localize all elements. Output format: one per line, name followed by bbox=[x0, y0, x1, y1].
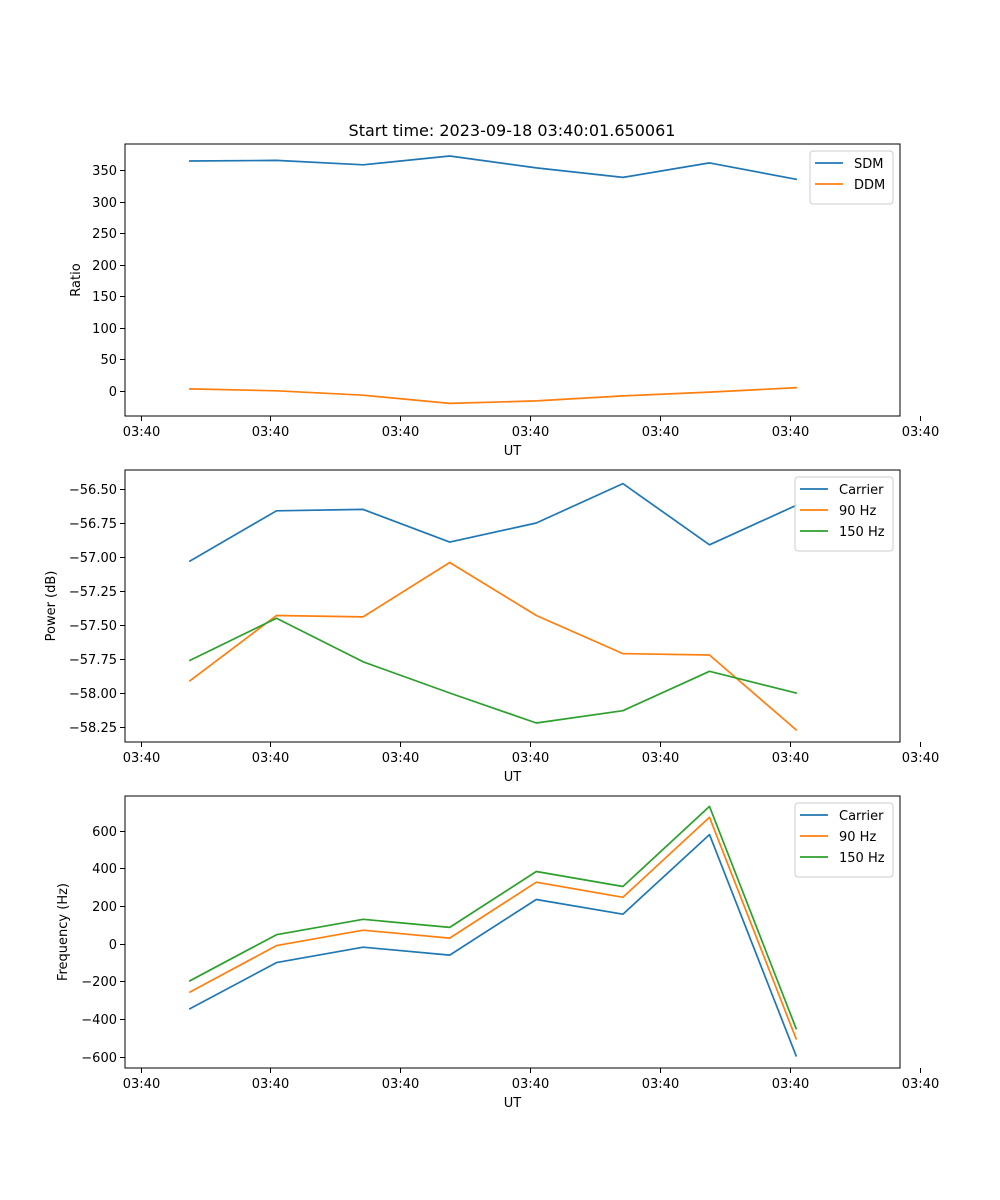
frequency-ytick-label: 0 bbox=[109, 938, 117, 953]
power-ylabel: Power (dB) bbox=[44, 571, 59, 642]
power-ytick-label: −56.50 bbox=[69, 483, 117, 498]
power-xtick-label: 03:40 bbox=[772, 751, 809, 766]
ratio-xlabel: UT bbox=[504, 444, 522, 459]
frequency-ytick-label: −600 bbox=[81, 1051, 117, 1066]
ratio-ytick-label: 100 bbox=[92, 322, 117, 337]
frequency-legend-label: 90 Hz bbox=[839, 830, 876, 845]
ratio-ylabel: Ratio bbox=[69, 263, 84, 296]
frequency-ytick-label: −200 bbox=[81, 975, 117, 990]
power-xtick-label: 03:40 bbox=[642, 751, 679, 766]
frequency-axes-frame bbox=[124, 795, 901, 1069]
ratio-panel: 03:4003:4003:4003:4003:4003:4003:4003:41… bbox=[69, 143, 939, 459]
power-series-line-150-hz bbox=[188, 617, 798, 724]
power-legend-box bbox=[794, 476, 894, 552]
frequency-panel: 03:4003:4003:4003:4003:4003:4003:4003:41… bbox=[56, 795, 939, 1111]
frequency-series-line-90-hz bbox=[188, 816, 798, 1040]
frequency-legend: Carrier 90 Hz 150 Hz bbox=[794, 802, 894, 878]
frequency-ytick-label: 200 bbox=[92, 900, 117, 915]
power-ytick-label: −58.00 bbox=[69, 687, 117, 702]
ratio-xtick-label: 03:40 bbox=[642, 425, 679, 440]
power-axes-frame bbox=[124, 469, 901, 743]
ratio-ytick-label: 300 bbox=[92, 196, 117, 211]
power-ytick-label: −58.25 bbox=[69, 721, 117, 736]
figure-title: Start time: 2023-09-18 03:40:01.650061 bbox=[349, 121, 676, 140]
frequency-xtick-label: 03:40 bbox=[642, 1077, 679, 1092]
power-ytick-label: −56.75 bbox=[69, 517, 117, 532]
frequency-xlabel: UT bbox=[504, 1096, 522, 1111]
power-xtick-label: 03:40 bbox=[252, 751, 289, 766]
frequency-ytick-label: 600 bbox=[92, 825, 117, 840]
power-xtick-label: 03:40 bbox=[123, 751, 160, 766]
frequency-xtick-label: 03:40 bbox=[772, 1077, 809, 1092]
power-series-line-carrier bbox=[188, 482, 798, 563]
ratio-ytick-label: 0 bbox=[109, 385, 117, 400]
power-ytick-label: −57.25 bbox=[69, 585, 117, 600]
ratio-xtick-label: 03:40 bbox=[772, 425, 809, 440]
frequency-ytick-label: 400 bbox=[92, 862, 117, 877]
ratio-xtick-label: 03:40 bbox=[512, 425, 549, 440]
frequency-xtick-label: 03:40 bbox=[123, 1077, 160, 1092]
ratio-legend-label: DDM bbox=[854, 178, 885, 193]
ratio-ytick-label: 250 bbox=[92, 227, 117, 242]
power-ytick-label: −57.75 bbox=[69, 653, 117, 668]
ratio-legend-box bbox=[809, 150, 894, 205]
panels: 03:4003:4003:4003:4003:4003:4003:4003:41… bbox=[44, 143, 939, 1111]
power-legend-label: 90 Hz bbox=[839, 504, 876, 519]
frequency-legend-label: Carrier bbox=[839, 809, 884, 824]
frequency-legend-label: 150 Hz bbox=[839, 851, 885, 866]
ratio-xtick-label: 03:40 bbox=[252, 425, 289, 440]
power-ytick-label: −57.50 bbox=[69, 619, 117, 634]
frequency-series-line-carrier bbox=[188, 833, 798, 1057]
ratio-legend: SDM DDM bbox=[809, 150, 894, 205]
frequency-xtick-label: 03:40 bbox=[252, 1077, 289, 1092]
power-legend-label: Carrier bbox=[839, 483, 884, 498]
power-series-line-90-hz bbox=[188, 561, 798, 731]
ratio-series-line-sdm bbox=[189, 155, 798, 181]
frequency-xtick-label: 03:40 bbox=[382, 1077, 419, 1092]
frequency-xtick-label: 03:40 bbox=[512, 1077, 549, 1092]
power-legend: Carrier 90 Hz 150 Hz bbox=[794, 476, 894, 552]
frequency-xtick-label: 03:40 bbox=[902, 1077, 939, 1092]
ratio-legend-label: SDM bbox=[854, 157, 883, 172]
ratio-xtick-label: 03:40 bbox=[902, 425, 939, 440]
frequency-ytick-label: −400 bbox=[81, 1013, 117, 1028]
frequency-series-line-150-hz bbox=[188, 805, 798, 1030]
ratio-series-line-ddm bbox=[189, 386, 797, 405]
ratio-xtick-label: 03:40 bbox=[382, 425, 419, 440]
power-xtick-label: 03:40 bbox=[902, 751, 939, 766]
frequency-legend-box bbox=[794, 802, 894, 878]
power-legend-label: 150 Hz bbox=[839, 525, 885, 540]
power-xtick-label: 03:40 bbox=[512, 751, 549, 766]
ratio-ytick-label: 150 bbox=[92, 290, 117, 305]
power-panel: 03:4003:4003:4003:4003:4003:4003:4003:41… bbox=[44, 469, 939, 785]
frequency-ylabel: Frequency (Hz) bbox=[56, 883, 71, 981]
power-ytick-label: −57.00 bbox=[69, 551, 117, 566]
ratio-ytick-label: 200 bbox=[92, 259, 117, 274]
ratio-ytick-label: 50 bbox=[100, 353, 117, 368]
power-xlabel: UT bbox=[504, 770, 522, 785]
ratio-ytick-label: 350 bbox=[92, 164, 117, 179]
power-xtick-label: 03:40 bbox=[382, 751, 419, 766]
ratio-xtick-label: 03:40 bbox=[123, 425, 160, 440]
ratio-axes-frame bbox=[124, 143, 901, 417]
